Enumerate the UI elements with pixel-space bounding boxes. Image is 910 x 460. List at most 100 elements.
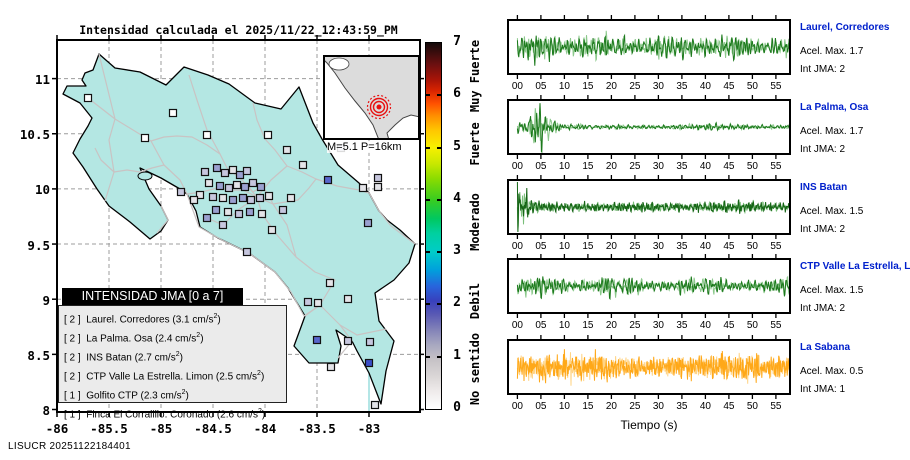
station-marker [343,336,353,346]
seismogram-plot [507,95,791,159]
jma-intensity-label: Int JMA: 2 [800,64,846,75]
time-tick-label: 55 [770,241,782,252]
time-tick-label: 15 [582,320,594,331]
colorbar-tick [426,355,430,358]
station-marker [282,145,292,155]
station-marker [343,294,353,304]
time-tick-label: 15 [582,241,594,252]
station-marker [257,209,267,219]
time-tick-label: 15 [582,161,594,172]
seismogram-plot [507,15,791,79]
y-tick-label: 8.5 [27,347,50,363]
time-tick-label: 55 [770,320,782,331]
station-marker [176,187,186,197]
time-tick-label: 05 [535,161,547,172]
station-marker [235,170,245,180]
station-marker [224,183,234,193]
station-marker [364,358,374,368]
x-tick-label: -84.5 [194,421,232,436]
station-marker [232,180,242,190]
station-marker [202,213,212,223]
x-tick-label: -83 [357,421,381,436]
station-marker [326,362,336,372]
time-tick-label: 20 [605,401,617,412]
station-marker [363,218,373,228]
legend-item: [ 2 ] INS Batan (2.7 cm/s2) [64,350,183,364]
time-tick-label: 05 [535,81,547,92]
station-marker [208,192,218,202]
colorbar-number: 6 [453,86,461,102]
station-marker [204,178,214,188]
colorbar-tick [437,146,441,149]
colorbar-tick [426,198,430,201]
station-marker [267,225,277,235]
station-marker [238,193,248,203]
station-name: Laurel, Corredores [800,22,890,33]
jma-intensity-label: Int JMA: 2 [800,303,846,314]
station-marker [278,205,288,215]
station-marker [370,400,380,410]
colorbar-tick [437,303,441,306]
station-marker [218,193,228,203]
station-marker [228,165,238,175]
station-marker [263,130,273,140]
time-tick-label: 25 [629,161,641,172]
time-tick-label: 20 [605,161,617,172]
x-tick-label: -86 [45,421,69,436]
time-tick-label: 50 [746,401,758,412]
time-tick-label: 10 [558,81,570,92]
station-marker [189,195,199,205]
epicenter-inset-map [323,55,420,140]
y-tick-label: 9.5 [27,237,50,253]
colorbar-number: 7 [453,34,461,49]
station-marker [358,183,368,193]
time-tick-label: 00 [511,161,523,172]
seismogram-plot [507,335,791,399]
colorbar-tick [437,198,441,201]
time-tick-label: 50 [746,241,758,252]
y-tick-label: 10 [34,182,50,198]
colorbar-number: 0 [453,400,461,415]
station-marker [255,193,265,203]
time-tick-label: 50 [746,81,758,92]
station-name: INS Batan [800,182,848,193]
time-tick-label: 50 [746,320,758,331]
epicenter-symbol [366,94,392,120]
time-tick-label: 45 [723,161,735,172]
station-marker [228,195,238,205]
jma-intensity-label: Int JMA: 2 [800,144,846,155]
watermark-timestamp: LISUCR 20251122184401 [8,441,131,452]
time-tick-label: 35 [676,81,688,92]
station-marker [242,166,252,176]
x-tick-label: -84 [253,421,277,436]
station-marker [168,108,178,118]
time-tick-label: 05 [535,320,547,331]
seismogram-plot [507,175,791,239]
x-tick-label: -83.5 [298,421,336,436]
time-tick-label: 25 [629,241,641,252]
station-marker [220,168,230,178]
time-tick-label: 20 [605,241,617,252]
time-tick-label: 35 [676,241,688,252]
station-marker [246,195,256,205]
magnitude-depth-label: M=5.1 P=16km [327,141,419,153]
time-tick-label: 10 [558,320,570,331]
time-tick-label: 55 [770,401,782,412]
station-marker [223,207,233,217]
jma-intensity-label: Int JMA: 1 [800,384,846,395]
colorbar-category-label: No sentido [468,332,482,405]
max-acceleration-label: Acel. Max. 1.7 [800,126,864,137]
station-marker [215,181,225,191]
time-tick-label: 30 [652,241,664,252]
time-tick-label: 35 [676,161,688,172]
time-tick-label: 40 [699,320,711,331]
time-tick-label: 10 [558,241,570,252]
time-tick-label: 30 [652,81,664,92]
time-tick-label: 40 [699,81,711,92]
seismogram-plot [507,254,791,318]
colorbar-number: 2 [453,295,461,311]
y-tick-label: 8 [42,403,50,418]
station-marker [373,173,383,183]
colorbar-tick [426,251,430,254]
station-marker [298,160,308,170]
